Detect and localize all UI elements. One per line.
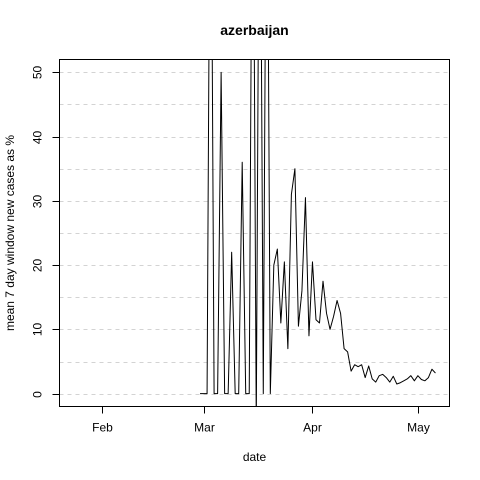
y-tick-label: 40 [31, 131, 45, 145]
y-tick-label: 30 [31, 195, 45, 209]
x-tick-label: May [407, 421, 430, 435]
y-axis: 0 10 20 30 40 50 [31, 66, 60, 398]
y-tick-label: 0 [31, 391, 45, 398]
y-axis-label: mean 7 day window new cases as % [3, 135, 17, 331]
plot-area [200, 59, 436, 407]
y-tick-label: 10 [31, 323, 45, 337]
x-tick-label: Mar [194, 421, 215, 435]
x-axis: Feb Mar Apr May [92, 406, 430, 435]
x-axis-label: date [243, 450, 267, 464]
y-tick-label: 20 [31, 259, 45, 273]
chart-title: azerbaijan [220, 22, 288, 38]
x-tick-label: Apr [303, 421, 322, 435]
series-line [200, 59, 436, 407]
x-tick-label: Feb [92, 421, 113, 435]
y-tick-label: 50 [31, 66, 45, 80]
